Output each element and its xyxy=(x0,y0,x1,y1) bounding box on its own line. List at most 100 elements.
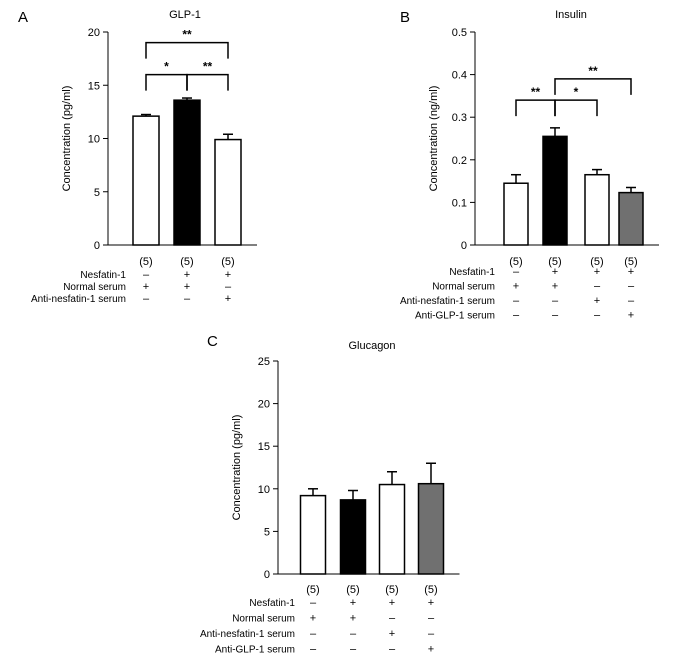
y-tick-label: 10 xyxy=(258,484,270,496)
condition-sign: + xyxy=(513,281,519,293)
bar xyxy=(584,173,610,246)
n-label: (5) xyxy=(139,256,152,268)
bar xyxy=(299,494,327,575)
chart-title: Glucagon xyxy=(348,340,395,352)
significance-label: ** xyxy=(203,60,213,74)
bar xyxy=(214,138,242,246)
y-axis-label: Concentration (ng/ml) xyxy=(428,86,440,192)
n-label: (5) xyxy=(509,256,522,268)
condition-sign: + xyxy=(628,266,634,278)
significance-label: ** xyxy=(182,28,192,42)
condition-sign: + xyxy=(143,281,149,293)
n-label: (5) xyxy=(590,256,603,268)
condition-sign: – xyxy=(552,295,559,307)
significance-bracket xyxy=(554,78,632,95)
condition-sign: + xyxy=(184,281,190,293)
y-tick-label: 0 xyxy=(94,240,100,252)
bar xyxy=(618,191,644,246)
panel-letter: A xyxy=(18,9,28,26)
y-tick-label: 0.4 xyxy=(452,70,467,82)
condition-sign: + xyxy=(594,266,600,278)
condition-label: Anti-nesfatin-1 serum xyxy=(400,296,495,307)
bar xyxy=(503,182,529,246)
condition-sign: + xyxy=(225,293,231,305)
condition-sign: + xyxy=(350,597,356,609)
condition-sign: – xyxy=(350,644,357,654)
significance-label: ** xyxy=(588,64,598,78)
bar xyxy=(378,483,406,575)
bar xyxy=(417,482,445,575)
significance-bracket xyxy=(554,99,598,117)
condition-sign: + xyxy=(389,597,395,609)
y-tick-label: 0 xyxy=(461,240,467,252)
condition-label: Anti-GLP-1 serum xyxy=(415,311,495,322)
n-label: (5) xyxy=(306,584,319,596)
y-tick-label: 0.5 xyxy=(452,27,467,39)
condition-label: Normal serum xyxy=(232,614,295,625)
condition-label: Normal serum xyxy=(63,282,126,293)
condition-sign: – xyxy=(310,628,317,640)
significance-label: * xyxy=(574,85,579,99)
condition-sign: – xyxy=(310,644,317,654)
significance-bracket xyxy=(145,41,229,59)
condition-sign: + xyxy=(225,269,231,281)
y-tick-label: 0 xyxy=(264,569,270,581)
condition-sign: – xyxy=(184,293,191,305)
n-label: (5) xyxy=(548,256,561,268)
y-tick-label: 10 xyxy=(88,134,100,146)
significance-bracket xyxy=(186,73,229,91)
y-tick-label: 25 xyxy=(258,356,270,368)
panel-letter: B xyxy=(400,9,410,26)
n-label: (5) xyxy=(180,256,193,268)
n-label: (5) xyxy=(221,256,234,268)
condition-sign: + xyxy=(389,628,395,640)
significance-label: * xyxy=(164,60,169,74)
condition-sign: – xyxy=(513,310,520,322)
significance-label: ** xyxy=(531,85,541,99)
y-tick-label: 5 xyxy=(264,526,270,538)
significance-bracket xyxy=(515,99,556,117)
condition-label: Nesfatin-1 xyxy=(80,270,126,281)
condition-sign: + xyxy=(594,295,600,307)
y-axis-label: Concentration (pg/ml) xyxy=(61,86,73,192)
bar xyxy=(132,115,160,246)
condition-label: Nesfatin-1 xyxy=(249,598,295,609)
y-tick-label: 20 xyxy=(88,27,100,39)
y-tick-label: 5 xyxy=(94,187,100,199)
condition-sign: – xyxy=(513,295,520,307)
n-label: (5) xyxy=(385,584,398,596)
condition-sign: – xyxy=(552,310,559,322)
y-tick-label: 15 xyxy=(88,80,100,92)
condition-sign: – xyxy=(389,644,396,654)
condition-sign: – xyxy=(350,628,357,640)
condition-label: Anti-nesfatin-1 serum xyxy=(31,294,126,305)
bar xyxy=(542,135,568,246)
y-tick-label: 0.3 xyxy=(452,112,467,124)
condition-sign: – xyxy=(513,266,520,278)
y-tick-label: 15 xyxy=(258,441,270,453)
panel-letter: C xyxy=(207,333,218,350)
bar xyxy=(339,499,367,575)
chart-title: Insulin xyxy=(555,9,587,21)
condition-label: Normal serum xyxy=(432,282,495,293)
condition-sign: – xyxy=(628,295,635,307)
condition-sign: – xyxy=(594,281,601,293)
condition-sign: – xyxy=(310,597,317,609)
condition-sign: – xyxy=(594,310,601,322)
condition-sign: + xyxy=(184,269,190,281)
condition-sign: – xyxy=(143,269,150,281)
condition-sign: + xyxy=(552,281,558,293)
condition-sign: – xyxy=(428,613,435,625)
y-tick-label: 0.2 xyxy=(452,155,467,167)
condition-sign: + xyxy=(428,597,434,609)
y-tick-label: 20 xyxy=(258,399,270,411)
panel-b: B Insulin 0 0.1 0.2 0.3 0.4 0.5 Concentration (n… xyxy=(400,9,659,322)
condition-label: Anti-nesfatin-1 serum xyxy=(200,629,295,640)
n-label: (5) xyxy=(346,584,359,596)
n-label: (5) xyxy=(424,584,437,596)
condition-sign: + xyxy=(552,266,558,278)
condition-sign: + xyxy=(428,644,434,654)
panel-c: C Glucagon 0 5 10 15 20 25 Concentration (pg/ml)… xyxy=(200,333,460,654)
